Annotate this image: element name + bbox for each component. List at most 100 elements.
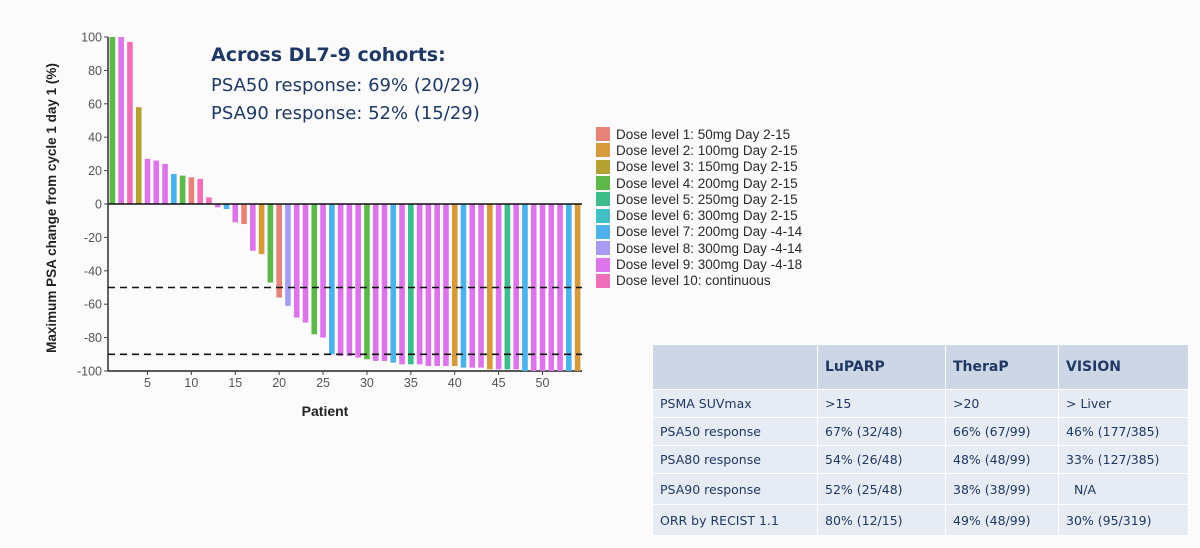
table-cell: PSA90 response	[652, 473, 818, 505]
bar	[171, 173, 177, 204]
x-tick-label: 25	[316, 376, 330, 390]
legend-swatch	[596, 143, 610, 158]
legend-item: Dose level 7: 200mg Day -4-14	[596, 224, 802, 240]
y-axis-label: Maximum PSA change from cycle 1 day 1 (%…	[44, 63, 59, 353]
bar	[206, 197, 212, 204]
bar	[337, 204, 344, 356]
x-axis-label: Patient	[302, 403, 349, 419]
bar	[425, 204, 432, 366]
table-cell: 30% (95/319)	[1058, 504, 1189, 536]
bar	[285, 204, 291, 306]
legend-item: Dose level 8: 300mg Day -4-14	[596, 240, 802, 256]
legend-label: Dose level 7: 200mg Day -4-14	[616, 224, 803, 240]
bar	[487, 204, 493, 370]
legend-swatch	[596, 273, 610, 288]
bar	[364, 204, 370, 360]
table-cell: 38% (38/99)	[945, 473, 1059, 505]
table-cell: 49% (48/99)	[945, 504, 1059, 536]
bar	[144, 158, 151, 204]
x-tick-label: 30	[360, 376, 374, 390]
bar	[469, 204, 476, 368]
table-row: PSA50 response 67% (32/48) 66% (67/99) 4…	[652, 417, 1189, 446]
bar	[162, 163, 168, 204]
y-tick-label: -20	[84, 231, 102, 245]
table-header-cell: LuPARP	[817, 344, 946, 390]
bar	[329, 204, 335, 355]
bar	[214, 204, 221, 208]
cohort-callout: Across DL7-9 cohorts: PSA50 response: 69…	[211, 44, 480, 128]
callout-psa50: PSA50 response: 69% (20/29)	[211, 75, 480, 96]
bar	[293, 204, 300, 318]
x-tick-label: 50	[536, 376, 550, 390]
x-tick-label: 10	[184, 376, 198, 390]
bar	[381, 204, 388, 361]
bar	[548, 204, 555, 371]
legend-label: Dose level 5: 250mg Day 2-15	[616, 191, 798, 207]
x-tick-label: 40	[448, 376, 462, 390]
y-tick-label: -60	[84, 298, 102, 312]
bar	[320, 204, 326, 338]
y-tick-label: 0	[95, 198, 102, 212]
bar	[153, 160, 160, 204]
y-tick-label: 20	[88, 164, 102, 178]
table-row: PSMA SUVmax >15 >20 > Liver	[652, 389, 1189, 418]
table-cell: 48% (48/99)	[945, 445, 1059, 474]
x-tick-label: 15	[228, 376, 242, 390]
callout-heading: Across DL7-9 cohorts:	[211, 44, 446, 66]
table-cell: 52% (25/48)	[817, 473, 946, 505]
bar	[504, 204, 511, 370]
bar	[109, 37, 116, 204]
bar	[232, 204, 239, 223]
table-row: ORR by RECIST 1.1 80% (12/15) 49% (48/99…	[652, 504, 1189, 536]
bar	[276, 204, 282, 298]
legend-label: Dose level 6: 300mg Day 2-15	[616, 208, 798, 224]
bar	[522, 204, 528, 371]
y-tick-label: -40	[84, 264, 102, 278]
bar	[557, 204, 563, 371]
legend-label: Dose level 4: 200mg Day 2-15	[616, 175, 798, 191]
legend-swatch	[596, 208, 610, 223]
table-header-row: LuPARP TheraP VISION	[652, 344, 1189, 390]
bar	[408, 204, 414, 365]
table-header-cell: VISION	[1058, 344, 1189, 390]
bar	[513, 204, 519, 370]
table-cell: N/A	[1058, 473, 1189, 505]
y-tick-label: -100	[77, 365, 102, 379]
x-tick-label: 45	[492, 376, 506, 390]
comparison-table: LuPARP TheraP VISION PSMA SUVmax >15 >20…	[652, 344, 1189, 536]
legend-swatch	[596, 224, 610, 239]
legend-label: Dose level 10: continuous	[616, 273, 771, 289]
table-cell: PSMA SUVmax	[652, 389, 818, 418]
table-row: PSA90 response 52% (25/48) 38% (38/99) N…	[652, 473, 1189, 505]
bar	[355, 204, 361, 358]
table-row: PSA80 response 54% (26/48) 48% (48/99) 3…	[652, 445, 1189, 474]
legend-item: Dose level 3: 150mg Day 2-15	[596, 159, 802, 175]
bar	[451, 204, 458, 366]
bar	[197, 178, 203, 204]
y-tick-label: -80	[84, 331, 102, 345]
x-tick-label: 5	[144, 376, 151, 390]
bar	[495, 204, 502, 370]
bar	[241, 204, 247, 225]
bar	[311, 204, 318, 335]
table-cell: > Liver	[1058, 389, 1189, 418]
bar	[258, 204, 265, 255]
table-cell: 66% (67/99)	[945, 417, 1059, 446]
legend-label: Dose level 3: 150mg Day 2-15	[616, 159, 798, 175]
bar	[223, 204, 230, 210]
legend-swatch	[596, 127, 610, 142]
legend-item: Dose level 2: 100mg Day 2-15	[596, 142, 802, 158]
table-cell: PSA50 response	[652, 417, 818, 446]
bar	[399, 204, 405, 365]
table-cell: PSA80 response	[652, 445, 818, 474]
legend-label: Dose level 9: 300mg Day -4-18	[616, 257, 803, 273]
bar	[179, 175, 186, 204]
legend-swatch	[596, 257, 610, 272]
table-cell: 54% (26/48)	[817, 445, 946, 474]
legend-swatch	[596, 159, 610, 174]
chart-legend: Dose level 1: 50mg Day 2-15 Dose level 2:…	[596, 126, 802, 289]
callout-psa90: PSA90 response: 52% (15/29)	[211, 103, 480, 124]
table-header-cell	[652, 344, 818, 390]
bar	[478, 204, 484, 368]
